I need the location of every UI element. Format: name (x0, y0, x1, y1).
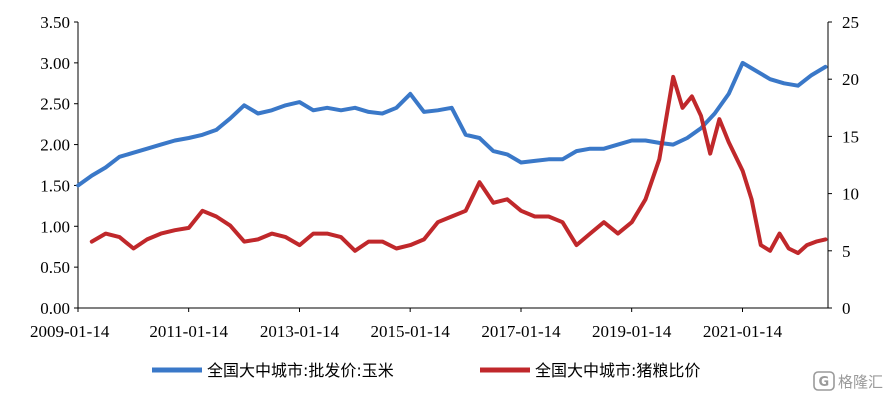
left-tick-label: 1.00 (40, 217, 70, 236)
x-tick-label: 2009-01-14 (30, 322, 110, 341)
series-line-corn-price (76, 60, 828, 188)
x-tick-label: 2019-01-14 (592, 322, 672, 341)
watermark-logo-glyph: G (819, 375, 830, 390)
right-tick-label: 5 (842, 242, 851, 261)
left-tick-label: 1.50 (40, 176, 70, 195)
left-tick-label: 0.00 (40, 299, 70, 318)
x-tick-label: 2017-01-14 (481, 322, 561, 341)
x-tick-label: 2021-01-14 (703, 322, 783, 341)
x-tick-label: 2011-01-14 (149, 322, 228, 341)
legend-label-pig-grain: 全国大中城市:猪粮比价 (535, 361, 700, 380)
series-line-pig-grain-ratio (89, 74, 828, 256)
left-tick-label: 0.50 (40, 258, 70, 277)
watermark-logo-icon (813, 371, 835, 391)
series-layer (76, 60, 828, 256)
left-tick-label: 3.50 (40, 13, 70, 32)
left-tick-label: 3.00 (40, 54, 70, 73)
x-tick-label: 2013-01-14 (260, 322, 340, 341)
axes: 0.00 0.50 1.00 1.50 2.00 2.50 3.00 3.50 0 5 10 15 20… (30, 13, 859, 341)
watermark: G 格隆汇 (813, 371, 883, 391)
right-tick-label: 15 (842, 127, 859, 146)
right-tick-label: 20 (842, 70, 859, 89)
right-tick-label: 10 (842, 185, 859, 204)
watermark-text: 格隆汇 (838, 373, 883, 391)
left-tick-label: 2.00 (40, 136, 70, 155)
legend: 全国大中城市:批发价:玉米 全国大中城市:猪粮比价 (152, 361, 700, 380)
legend-label-corn: 全国大中城市:批发价:玉米 (207, 361, 394, 380)
x-tick-label: 2015-01-14 (371, 322, 451, 341)
right-tick-label: 0 (842, 299, 851, 318)
right-tick-label: 25 (842, 13, 859, 32)
left-tick-label: 2.50 (40, 95, 70, 114)
